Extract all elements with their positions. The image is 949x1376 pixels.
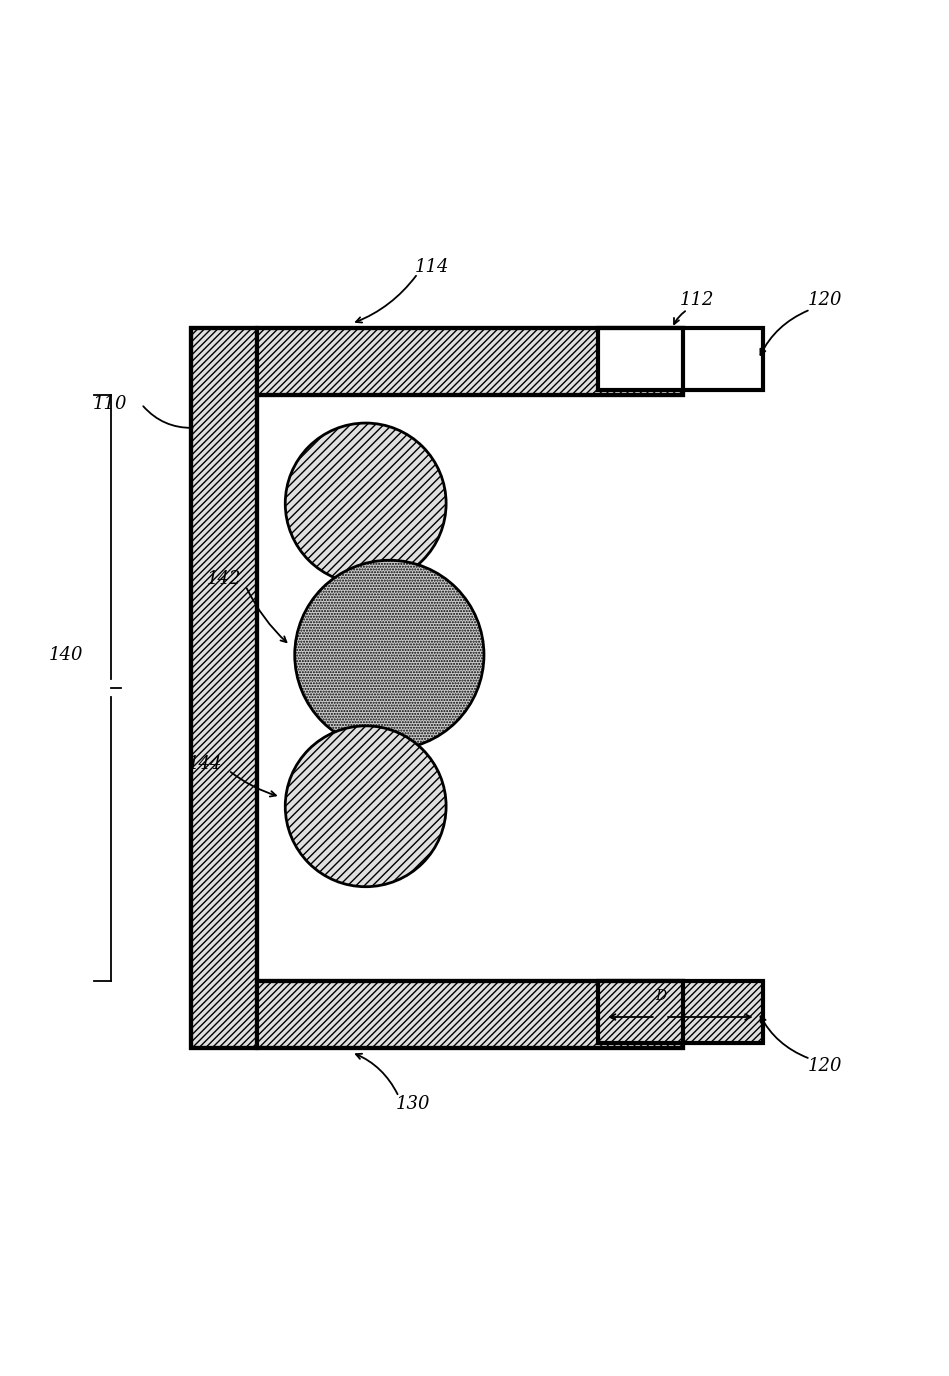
Text: 110: 110 bbox=[93, 395, 127, 413]
Text: 112: 112 bbox=[679, 292, 714, 310]
Text: D: D bbox=[655, 989, 666, 1003]
Polygon shape bbox=[598, 981, 763, 1043]
Ellipse shape bbox=[286, 422, 446, 583]
Text: 120: 120 bbox=[808, 292, 842, 310]
Text: 140: 140 bbox=[48, 645, 83, 663]
Polygon shape bbox=[257, 329, 682, 395]
Text: 114: 114 bbox=[415, 257, 449, 277]
Text: 130: 130 bbox=[396, 1095, 430, 1113]
Polygon shape bbox=[598, 329, 763, 389]
Text: 144: 144 bbox=[188, 754, 222, 773]
Polygon shape bbox=[257, 395, 682, 981]
Text: 142: 142 bbox=[207, 570, 241, 588]
Polygon shape bbox=[257, 981, 682, 1047]
Polygon shape bbox=[191, 329, 257, 1047]
Ellipse shape bbox=[286, 727, 446, 886]
Text: 120: 120 bbox=[808, 1058, 842, 1076]
Ellipse shape bbox=[295, 560, 484, 750]
